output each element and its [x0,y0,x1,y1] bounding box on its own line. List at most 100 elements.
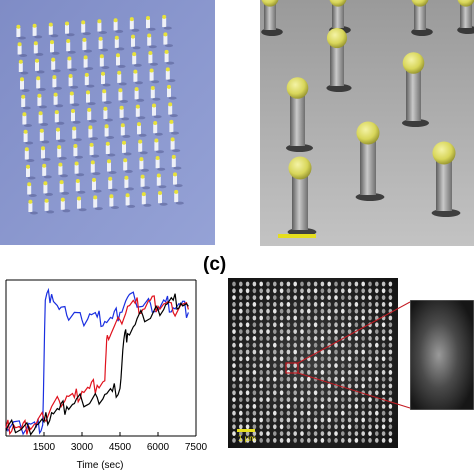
fluor-dot [266,281,270,287]
fluor-dot [239,383,243,389]
pillar-shadow [24,124,32,127]
fluor-dot [259,383,263,389]
pillar [27,185,32,195]
pillar-tip [71,109,75,113]
fluor-dot [232,424,236,430]
fluor-dot [313,438,318,443]
fluor-dot [266,370,270,375]
fluor-dot [327,356,331,362]
fluor-dot [381,383,386,389]
fluor-dot [259,281,263,287]
pillar [16,28,21,37]
fluor-dot [347,349,352,355]
pillar-shadow [124,169,133,173]
fluor-dot [252,308,257,314]
fluor-dot [361,390,365,396]
fluor-dot [232,417,236,423]
fluor-dot [300,376,304,382]
fluor-dot [327,363,331,368]
pillar-tip [44,198,49,203]
fluor-dot [388,336,393,341]
pillar [26,168,30,177]
fluor-dot [334,424,338,430]
fluor-dot [327,329,331,334]
fluor-dot [259,410,263,416]
fluor-dot [375,363,379,368]
fluor-dot [279,417,284,423]
fluor-dot [286,315,291,321]
fluor-dot [375,336,379,341]
fluor-dot [361,424,365,430]
pillar [90,163,95,173]
fluor-dot [266,336,270,341]
fluor-dot [300,390,304,396]
fluor-dot [279,438,284,443]
fluor-dot [375,370,379,375]
fluor-dot [354,336,359,341]
fluor-dot [334,363,338,368]
pillar-tip [103,106,108,111]
fluor-dot [354,349,359,355]
fluor-dot [259,417,263,423]
gold-cap [326,27,348,49]
pillar-tip [98,36,103,41]
fluor-dot [286,383,291,389]
fluor-dot [279,302,284,307]
pillar-shadow [105,118,113,122]
pillar-tip [81,20,86,25]
fluor-dot [334,315,338,321]
pillar-shadow [165,44,173,48]
fluor-dot [347,424,352,430]
fluor-dot [293,302,297,307]
pillar-tip [165,67,170,72]
fluor-dot [320,390,325,396]
pillar-shadow [147,27,156,31]
fluor-dot [286,431,291,436]
x-tick-label: 6000 [147,442,170,453]
pillar-tip [54,110,59,115]
fluor-dot [354,288,359,294]
pillar-tip [86,90,90,95]
fluor-dot [307,363,311,368]
fluor-dot [313,363,318,368]
fluor-dot [381,424,386,430]
fluor-dot [381,349,386,355]
pillar-shaft [414,0,426,30]
pillar [109,197,114,207]
gold-cap [288,156,312,180]
fluor-dot [286,370,291,375]
fluor-dot [347,397,352,402]
fluor-dot [232,404,236,409]
pillar-shadow [72,120,81,124]
fluor-dot [381,438,386,443]
pillar-shadow [93,189,102,193]
fluor-dot [293,308,297,314]
fluor-dot [245,376,250,382]
pillar-tip [69,91,74,96]
fluor-dot [252,370,257,375]
fluor-dot [341,404,345,409]
fluor-dot [252,417,257,423]
fluor-dot [293,349,297,355]
pillar [164,53,169,63]
fluor-dot [334,417,338,423]
fluor-dot [273,322,277,328]
fluor-dot [300,281,304,287]
fluor-dot [381,363,386,368]
fluor-dot [368,431,372,436]
pillar [68,77,73,87]
x-tick-label: 7500 [185,442,208,453]
fluor-dot [313,404,318,409]
pillar-shaft [460,0,472,28]
fluor-dot [354,383,359,389]
fluor-dot [334,431,338,436]
pillar [120,126,125,136]
fluor-dot [307,424,311,430]
fluor-dot [273,342,277,348]
pillar-tip [139,157,144,162]
series-line [5,295,189,436]
fluor-dot [279,370,284,375]
fluor-dot [293,356,297,362]
fluor-dot [341,431,345,436]
fluor-dot [320,363,325,368]
